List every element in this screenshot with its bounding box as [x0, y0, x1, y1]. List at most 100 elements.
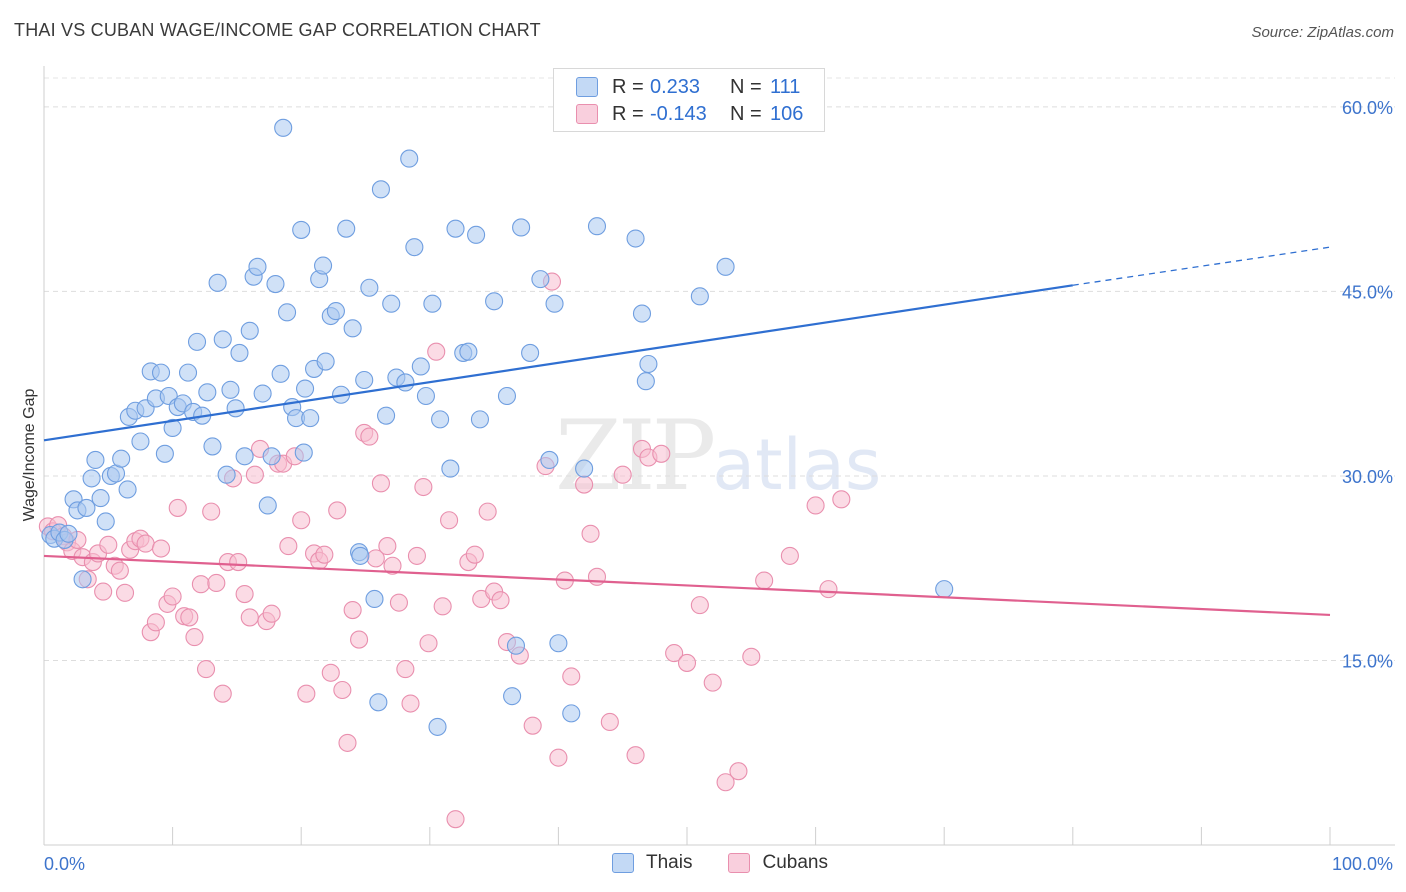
- thais-point: [208, 273, 227, 292]
- legend-swatch-thais: [576, 77, 598, 97]
- thais-point: [369, 693, 388, 712]
- legend-swatch-cubans: [576, 104, 598, 124]
- thais-point: [396, 373, 415, 392]
- cubans-point: [240, 608, 259, 627]
- thais-point: [639, 354, 658, 374]
- thais-point: [278, 303, 297, 322]
- cubans-point: [328, 501, 347, 520]
- series-cubans: [38, 272, 851, 829]
- thais-point: [96, 512, 115, 531]
- thais-trend-line: [43, 284, 1073, 442]
- legend: R = 0.233 N = 111 R = -0.143 N = 106: [553, 68, 825, 132]
- cubans-point: [755, 571, 774, 590]
- thais-point: [178, 363, 198, 382]
- cubans-point: [229, 553, 248, 572]
- thais-point: [497, 386, 517, 406]
- cubans-point: [146, 613, 165, 632]
- legend-n-value: 111: [770, 75, 801, 98]
- thais-point: [351, 546, 370, 565]
- thais-point: [271, 364, 290, 383]
- thais-point: [274, 118, 293, 137]
- cubans-point: [562, 667, 581, 686]
- cubans-point: [396, 660, 415, 679]
- thais-point: [213, 330, 232, 349]
- thais-point: [221, 380, 240, 399]
- thais-point: [77, 498, 96, 517]
- bottom-legend-thais: Thais: [646, 852, 693, 873]
- cubans-point: [115, 583, 135, 602]
- thais-point: [545, 294, 564, 313]
- thais-point: [405, 238, 424, 257]
- thais-point: [112, 449, 131, 468]
- cubans-point: [716, 773, 735, 792]
- thais-point: [151, 363, 171, 382]
- thais-point: [632, 304, 652, 323]
- cubans-point: [151, 539, 171, 558]
- cubans-point: [427, 342, 446, 361]
- thais-point: [73, 570, 92, 589]
- cubans-point: [729, 762, 748, 781]
- thais-point: [226, 399, 245, 418]
- cubans-point: [742, 647, 761, 666]
- trend-lines: [43, 246, 1331, 617]
- cubans-point: [549, 748, 568, 767]
- legend-r-label: R =: [612, 102, 644, 125]
- cubans-point: [491, 591, 510, 610]
- cubans-point: [292, 511, 311, 530]
- series-thais: [41, 118, 954, 736]
- thais-point: [155, 444, 174, 463]
- thais-point: [935, 580, 954, 599]
- thais-trend-line-extension: [1072, 246, 1331, 286]
- thais-point: [506, 636, 526, 655]
- cubans-point: [414, 477, 433, 497]
- x-tick-label: 0.0%: [44, 854, 85, 874]
- cubans-point: [168, 498, 187, 517]
- thais-point: [355, 370, 374, 390]
- cubans-point: [315, 545, 334, 564]
- cubans-point: [99, 535, 118, 554]
- cubans-point: [202, 502, 221, 521]
- y-tick-label: 45.0%: [1342, 282, 1393, 302]
- cubans-point: [360, 427, 379, 446]
- thais-point: [423, 294, 442, 313]
- legend-n-label: N =: [730, 102, 762, 125]
- cubans-point: [575, 475, 594, 494]
- cubans-point: [279, 537, 298, 556]
- legend-r-value: -0.143: [650, 102, 707, 125]
- thais-point: [296, 379, 315, 398]
- thais-point: [549, 634, 568, 653]
- thais-point: [446, 219, 465, 238]
- thais-point: [91, 489, 110, 508]
- chart-title: THAI VS CUBAN WAGE/INCOME GAP CORRELATIO…: [14, 20, 541, 40]
- x-tick-label: 100.0%: [1332, 854, 1393, 874]
- cubans-point: [343, 600, 362, 620]
- thais-point: [626, 229, 645, 248]
- thais-point: [485, 292, 504, 311]
- thais-point: [326, 302, 345, 321]
- tick-labels: 15.0% 30.0% 45.0% 60.0% 0.0% 100.0%: [44, 98, 1393, 874]
- thais-point: [235, 447, 254, 466]
- cubans-point: [600, 712, 619, 732]
- thais-point: [562, 704, 581, 723]
- thais-point: [230, 343, 249, 362]
- legend-row-thais: R = 0.233 N = 111: [576, 74, 800, 100]
- cubans-point: [383, 556, 402, 575]
- cubans-point: [185, 628, 204, 647]
- cubans-point: [262, 604, 281, 623]
- thais-point: [636, 372, 655, 391]
- cubans-point: [94, 582, 113, 601]
- thais-point: [540, 450, 559, 470]
- thais-point: [431, 410, 450, 429]
- cubans-point: [433, 597, 452, 616]
- cubans-point: [213, 684, 232, 703]
- thais-point: [467, 225, 486, 244]
- cubans-point: [478, 502, 497, 521]
- thais-point: [365, 589, 384, 609]
- cubans-point: [677, 653, 697, 672]
- thais-point: [343, 319, 362, 338]
- thais-point: [82, 469, 101, 488]
- source-label: Source: ZipAtlas.com: [1251, 24, 1394, 41]
- legend-n-label: N =: [730, 75, 762, 98]
- cubans-point: [613, 465, 632, 484]
